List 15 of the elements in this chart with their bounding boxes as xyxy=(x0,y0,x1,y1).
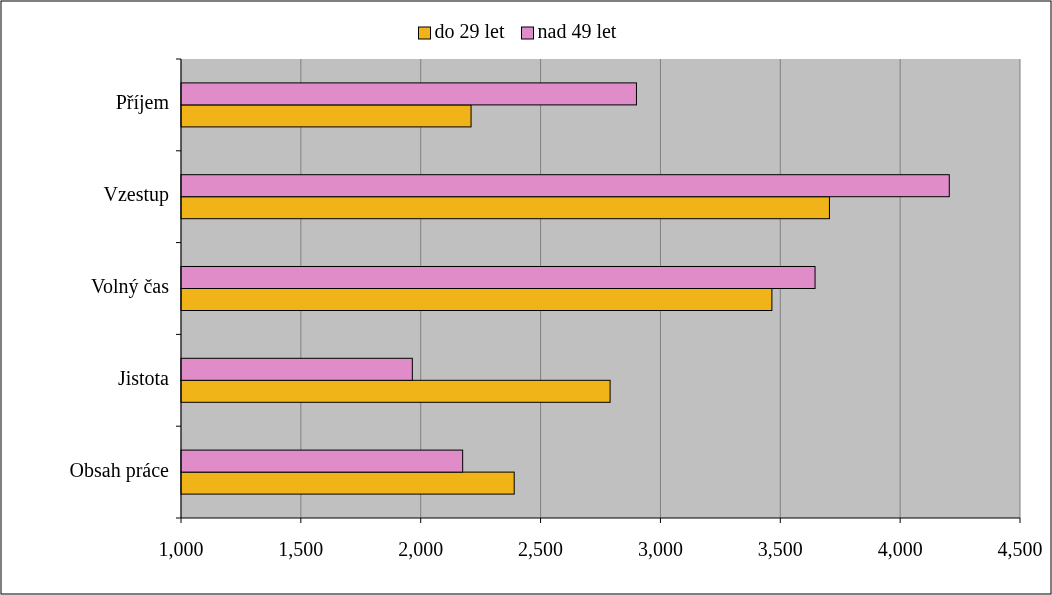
x-tick-label: 2,500 xyxy=(518,538,564,560)
x-tick-label: 1,000 xyxy=(158,538,204,560)
legend-label: do 29 let xyxy=(434,19,505,42)
y-tick-label: Volný čas xyxy=(91,275,170,299)
x-tick-label: 2,000 xyxy=(398,538,444,560)
x-tick-label: 1,500 xyxy=(278,538,324,560)
y-tick-label: Jistota xyxy=(117,366,170,389)
y-tick-label: Vzestup xyxy=(103,183,169,207)
x-tick-label: 3,500 xyxy=(757,538,803,560)
x-tick-label: 3,000 xyxy=(637,538,683,560)
legend-label: nad 49 let xyxy=(537,19,617,42)
x-tick-label: 4,500 xyxy=(997,538,1043,560)
y-tick-label: Obsah práce xyxy=(69,458,170,482)
x-tick-label: 4,000 xyxy=(877,538,923,560)
y-tick-label: Příjem xyxy=(115,91,170,115)
